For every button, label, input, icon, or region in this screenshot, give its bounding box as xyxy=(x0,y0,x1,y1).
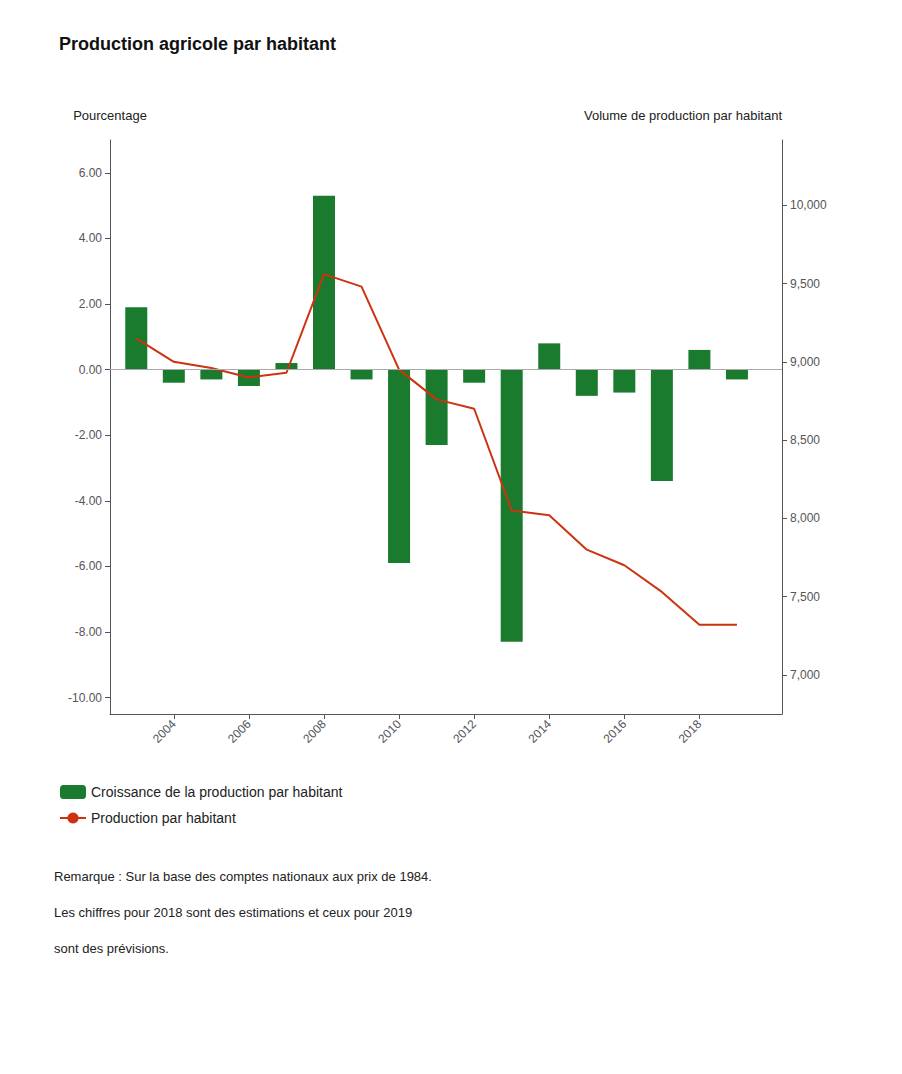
svg-text:Production par habitant: Production par habitant xyxy=(91,810,236,826)
svg-text:10,000: 10,000 xyxy=(790,198,827,212)
svg-text:Remarque : Sur la base des com: Remarque : Sur la base des comptes natio… xyxy=(54,869,432,884)
svg-text:Croissance de la production pa: Croissance de la production par habitant xyxy=(91,784,342,800)
svg-text:7,000: 7,000 xyxy=(790,668,820,682)
svg-text:7,500: 7,500 xyxy=(790,590,820,604)
svg-text:6.00: 6.00 xyxy=(79,166,103,180)
svg-text:4.00: 4.00 xyxy=(79,231,103,245)
svg-text:2012: 2012 xyxy=(450,717,479,746)
svg-text:2008: 2008 xyxy=(300,717,329,746)
svg-text:9,000: 9,000 xyxy=(790,355,820,369)
svg-text:-2.00: -2.00 xyxy=(75,428,103,442)
svg-text:2006: 2006 xyxy=(225,717,254,746)
svg-text:8,000: 8,000 xyxy=(790,511,820,525)
svg-text:2018: 2018 xyxy=(676,717,705,746)
svg-text:Production agricole par habita: Production agricole par habitant xyxy=(59,34,336,54)
svg-text:sont des prévisions.: sont des prévisions. xyxy=(54,941,169,956)
svg-text:-10.00: -10.00 xyxy=(68,691,102,705)
svg-text:8,500: 8,500 xyxy=(790,433,820,447)
svg-text:2016: 2016 xyxy=(601,717,630,746)
svg-text:2010: 2010 xyxy=(375,717,404,746)
svg-text:0.00: 0.00 xyxy=(79,363,103,377)
svg-text:-6.00: -6.00 xyxy=(75,559,103,573)
svg-text:-4.00: -4.00 xyxy=(75,494,103,508)
svg-text:-8.00: -8.00 xyxy=(75,625,103,639)
svg-text:Les chiffres pour 2018 sont de: Les chiffres pour 2018 sont des estimati… xyxy=(54,905,412,920)
svg-text:Volume de production par habit: Volume de production par habitant xyxy=(584,108,782,123)
svg-text:2004: 2004 xyxy=(150,717,179,746)
svg-text:9,500: 9,500 xyxy=(790,277,820,291)
svg-text:Pourcentage: Pourcentage xyxy=(73,108,147,123)
svg-text:2.00: 2.00 xyxy=(79,297,103,311)
svg-text:2014: 2014 xyxy=(525,717,554,746)
